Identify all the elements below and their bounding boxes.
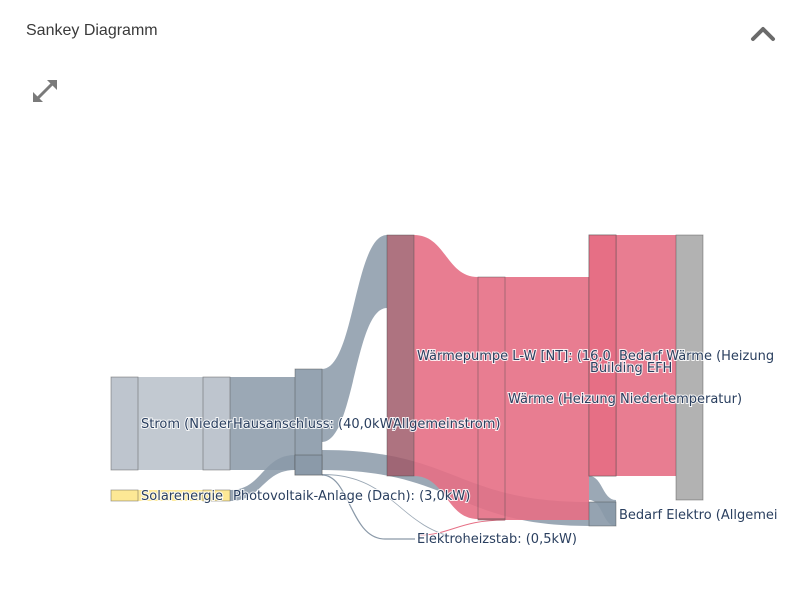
sankey-link-allgemeinstrom-waermepumpe[interactable] (414, 235, 478, 519)
sankey-link-solar2-pv[interactable] (230, 455, 295, 501)
sankey-node-solar[interactable] (110, 489, 139, 502)
sankey-label-elektroheizstab: Elektroheizstab: (0,5kW) (417, 532, 577, 547)
sankey-node-building[interactable] (588, 234, 617, 477)
sankey-link-strom2-hausanschluss[interactable] (230, 377, 295, 470)
sankey-link-solar-solar2[interactable] (138, 490, 203, 501)
sankey-nodes (110, 234, 704, 527)
sankey-label-building: Building EFH (590, 361, 672, 376)
sankey-label-allgemeinstrom: Allgemeinstrom) (393, 417, 501, 432)
sankey-node-solar2[interactable] (202, 489, 231, 502)
sankey-link-elektroheizstab-line (321, 474, 415, 540)
sankey-node-strom2[interactable] (202, 376, 231, 471)
sankey-link-hausanschluss-allgemeinstrom[interactable] (322, 235, 387, 442)
sankey-link-building-bedarf_waerme[interactable] (616, 235, 676, 476)
collapse-button[interactable] (748, 22, 778, 44)
sankey-label-bedarf_elektro: Bedarf Elektro (Allgemei (619, 508, 778, 523)
chevron-up-icon (751, 27, 775, 41)
sankey-label-waerme: Wärme (Heizung Niedertemperatur) (508, 392, 742, 407)
sankey-link-strom-strom2[interactable] (138, 377, 203, 470)
sankey-node-elektroheizstab[interactable] (477, 518, 506, 521)
expand-button[interactable] (30, 76, 60, 106)
sankey-node-waermepumpe[interactable] (477, 276, 506, 520)
sankey-link-waermepumpe-waerme[interactable] (505, 277, 589, 519)
sankey-link-elektroheizstab-heat (419, 519, 506, 536)
sankey-label-pv: Photovoltaik-Anlage (Dach): (3,0kW) (233, 489, 470, 504)
sankey-node-pv[interactable] (294, 454, 323, 476)
panel-title: Sankey Diagramm (26, 22, 158, 39)
sankey-label-hausanschluss: Hausanschluss: (40,0kW) (233, 417, 398, 432)
sankey-link-elektroheizstab-waerme[interactable] (505, 519, 589, 520)
sankey-node-bedarf_elektro[interactable] (588, 501, 617, 527)
sankey-labels: Strom (Nieder Solarenergie Hausanschluss: … (140, 348, 779, 548)
sankey-node-allgemeinstrom[interactable] (386, 234, 415, 477)
sankey-label-bedarf_waerme: Bedarf Wärme (Heizung (619, 349, 774, 364)
sankey-label-strom: Strom (Nieder (141, 417, 233, 432)
sankey-node-bedarf_waerme[interactable] (675, 234, 704, 501)
sankey-link-hausanschluss-elektroheizstab[interactable] (322, 474, 478, 540)
sankey-label-waermepumpe: Wärmepumpe L-W [NT]: (16,0 (417, 349, 611, 364)
sankey-label-solar: Solarenergie (141, 489, 223, 504)
expand-arrows-icon (33, 80, 57, 102)
sankey-node-strom[interactable] (110, 376, 139, 471)
